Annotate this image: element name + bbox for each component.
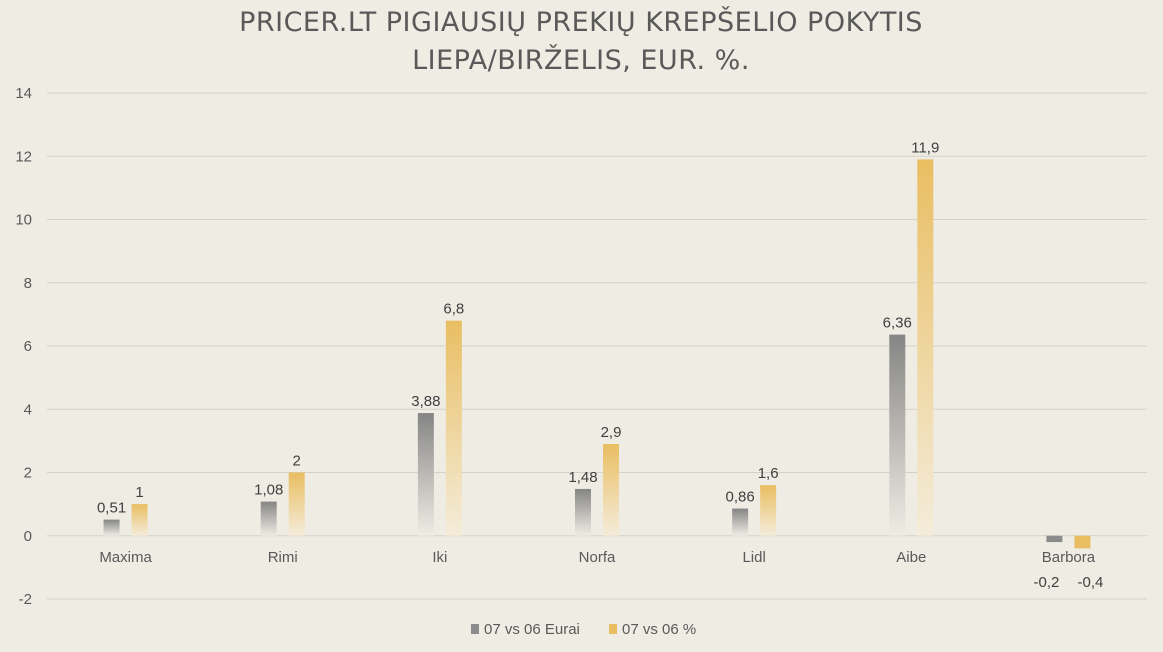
data-label-maxima-series-1: 0,51	[97, 500, 126, 517]
bar-maxima-series-2	[131, 504, 148, 536]
category-label-norfa: Norfa	[579, 549, 616, 566]
data-label-lidl-series-1: 0,86	[726, 489, 755, 506]
legend: 07 vs 06 Eurai 07 vs 06 %	[471, 621, 696, 638]
bar-iki-series-1	[417, 413, 434, 536]
y-tick-label: 6	[24, 338, 32, 355]
bar-norfa-series-1	[575, 488, 591, 536]
y-axis-ticks: -2 0 2 4 6 8 10 12 14	[15, 85, 32, 608]
y-tick-label: 2	[24, 465, 32, 482]
category-label-aibe: Aibe	[896, 549, 926, 566]
category-label-iki: Iki	[432, 549, 447, 566]
legend-swatch-series-2	[609, 624, 617, 634]
bar-lidl-series-2	[760, 485, 777, 536]
bar-barbora-series-1	[1046, 535, 1063, 543]
data-label-aibe-series-1: 6,36	[883, 315, 912, 332]
data-label-norfa-series-1: 1,48	[568, 469, 597, 486]
category-label-lidl: Lidl	[742, 549, 765, 566]
y-tick-label: -2	[19, 591, 32, 608]
y-tick-label: 12	[15, 148, 32, 165]
bar-aibe-series-2	[917, 159, 934, 536]
legend-swatch-series-1	[471, 624, 479, 634]
data-label-norfa-series-2: 2,9	[601, 424, 622, 441]
category-label-maxima: Maxima	[99, 549, 152, 566]
bar-iki-series-2	[445, 320, 462, 536]
y-tick-label: 8	[24, 275, 32, 292]
bar-rimi-series-2	[288, 472, 305, 536]
bar-barbora-series-2	[1074, 535, 1091, 549]
y-tick-label: 10	[15, 212, 32, 229]
chart-title-line-2: LIEPA/BIRŽELIS, EUR. %.	[412, 44, 750, 76]
category-label-rimi: Rimi	[268, 549, 298, 566]
bar-aibe-series-1	[889, 334, 906, 536]
y-tick-label: 4	[24, 401, 32, 418]
bar-rimi-series-1	[260, 501, 277, 536]
x-axis-categories: Maxima Rimi Iki Norfa Lidl Aibe Barbora	[99, 549, 1095, 566]
data-label-barbora-series-1: -0,2	[1033, 574, 1059, 591]
data-label-maxima-series-2: 1	[135, 484, 143, 501]
bar-maxima-series-1	[103, 519, 120, 536]
data-label-iki-series-1: 3,88	[411, 393, 440, 410]
data-label-lidl-series-2: 1,6	[758, 465, 779, 482]
data-labels: 0,51 1 1,08 2 3,88 6,8 1,48 2,9 0,861,6 6,36 11,9 -…	[97, 139, 1103, 591]
data-label-iki-series-2: 6,8	[443, 301, 464, 318]
y-tick-label: 0	[24, 528, 32, 545]
bar-norfa-series-2	[603, 444, 619, 536]
legend-label-series-2: 07 vs 06 %	[622, 621, 696, 638]
category-label-barbora: Barbora	[1042, 549, 1096, 566]
data-label-rimi-series-2: 2	[293, 453, 301, 470]
y-tick-label: 14	[15, 85, 32, 102]
data-label-aibe-series-2: 11,9	[911, 139, 939, 156]
bar-lidl-series-1	[732, 508, 749, 536]
data-label-barbora-series-2: -0,4	[1077, 574, 1103, 591]
legend-label-series-1: 07 vs 06 Eurai	[484, 621, 580, 638]
chart-title-line-1: PRICER.LT PIGIAUSIŲ PREKIŲ KREPŠELIO POK…	[239, 6, 923, 38]
gridlines	[47, 92, 1147, 600]
data-label-rimi-series-1: 1,08	[254, 482, 283, 499]
bars	[103, 159, 1091, 549]
